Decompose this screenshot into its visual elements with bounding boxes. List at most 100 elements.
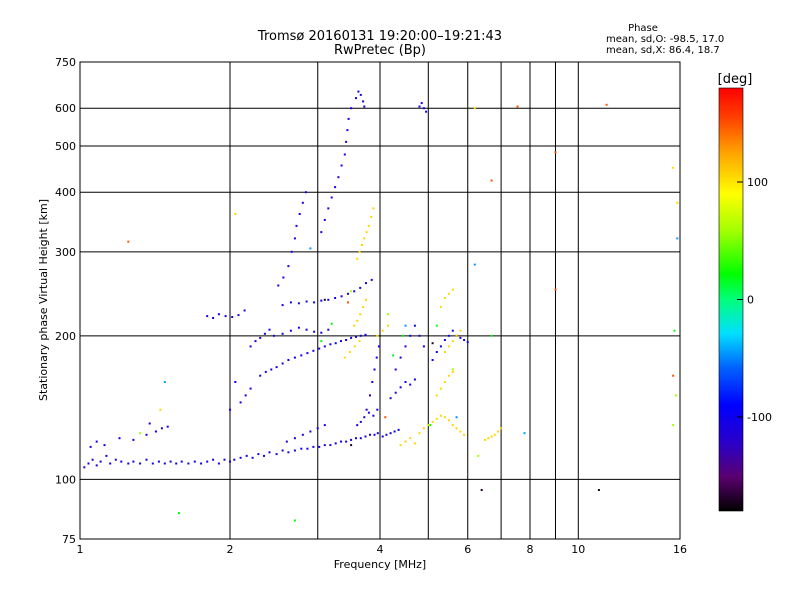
data-point-1-15 [427, 424, 430, 427]
y-tick-label-2: 200 [55, 330, 76, 343]
data-point-0-0 [83, 466, 86, 469]
data-point-0-2 [91, 458, 94, 461]
data-point-0-158 [418, 105, 421, 108]
data-point-0-68 [372, 414, 375, 417]
colorbar-ticks: 100 0 -100 [737, 176, 772, 424]
data-point-1-45 [343, 356, 346, 359]
data-point-0-89 [364, 333, 367, 336]
data-point-0-48 [300, 447, 303, 450]
data-point-0-66 [363, 416, 366, 419]
data-point-1-10 [359, 313, 362, 316]
data-point-0-177 [451, 329, 454, 332]
data-point-2-9 [673, 329, 676, 332]
data-point-0-141 [357, 90, 360, 93]
data-point-2-7 [435, 324, 438, 327]
data-point-0-110 [365, 282, 367, 285]
data-point-0-154 [409, 334, 412, 337]
data-point-0-175 [443, 339, 446, 341]
data-point-0-125 [298, 213, 301, 215]
data-point-0-183 [369, 394, 371, 397]
data-point-0-12 [145, 458, 148, 461]
data-point-0-131 [330, 196, 333, 199]
data-point-0-82 [329, 343, 332, 346]
data-point-0-9 [127, 462, 130, 465]
data-point-0-55 [340, 440, 342, 443]
data-point-0-22 [206, 460, 209, 463]
data-point-0-112 [206, 315, 209, 318]
data-point-1-7 [372, 207, 375, 210]
data-point-4-3 [490, 179, 493, 182]
data-point-0-119 [277, 284, 280, 287]
data-point-0-193 [323, 424, 326, 427]
data-point-0-167 [381, 435, 384, 438]
data-point-1-24 [463, 433, 466, 436]
x-tick-label-1: 2 [227, 543, 234, 556]
data-point-1-53 [404, 440, 407, 443]
data-point-0-45 [281, 449, 284, 452]
data-point-0-80 [318, 347, 321, 350]
y-tick-labels: 75 100 200 300 400 500 600 750 [55, 56, 76, 546]
data-point-0-137 [346, 129, 349, 132]
data-point-0-71 [264, 370, 267, 373]
data-point-0-116 [231, 316, 234, 318]
y-tick-label-6: 600 [55, 102, 76, 115]
x-tick-label-4: 8 [527, 543, 534, 556]
data-point-0-34 [160, 427, 163, 430]
x-axis-label: Frequency [MHz] [334, 558, 426, 571]
data-point-1-23 [459, 430, 462, 433]
y-axis-label: Stationary phase Virtual Height [km] [37, 199, 50, 401]
data-point-4-4 [516, 105, 519, 108]
data-point-0-162 [239, 401, 242, 404]
y-tick-label-1: 100 [55, 473, 76, 486]
y-tick-label-7: 750 [55, 56, 76, 69]
data-point-0-25 [223, 458, 226, 461]
data-point-0-134 [340, 164, 343, 167]
data-point-1-42 [443, 297, 446, 299]
stats-line-o: mean, sd,O: -98.5, 17.0 [606, 34, 724, 45]
x-tick-label-3: 6 [464, 543, 471, 556]
data-point-0-121 [287, 265, 290, 268]
data-point-0-161 [425, 110, 428, 113]
data-point-0-15 [163, 462, 166, 465]
data-point-1-18 [439, 414, 442, 417]
data-point-1-46 [348, 351, 351, 353]
data-point-0-142 [359, 93, 362, 96]
data-point-1-35 [451, 370, 454, 373]
data-point-0-171 [397, 428, 400, 431]
data-point-1-22 [455, 427, 458, 430]
data-point-1-40 [459, 329, 462, 332]
y-tick-label-5: 500 [55, 140, 76, 153]
data-point-6-4 [473, 263, 476, 266]
y-tick-label-3: 300 [55, 246, 76, 259]
data-point-0-174 [439, 345, 442, 348]
colorbar-tick-label-2: -100 [747, 411, 772, 424]
x-tick-labels: 1 2 4 6 8 10 16 [77, 543, 688, 556]
data-point-0-163 [244, 394, 247, 397]
data-point-6-1 [309, 247, 312, 250]
data-point-0-157 [422, 345, 425, 348]
data-point-4-1 [347, 301, 349, 304]
data-point-0-145 [389, 397, 392, 400]
data-point-0-170 [393, 430, 396, 433]
data-point-0-21 [200, 462, 203, 465]
data-point-0-100 [297, 302, 300, 305]
data-point-1-26 [487, 437, 490, 440]
data-point-0-140 [355, 97, 357, 100]
data-point-0-50 [312, 445, 315, 448]
data-point-0-70 [259, 374, 262, 377]
stats-heading: Phase [628, 23, 658, 34]
data-point-4-6 [554, 151, 557, 154]
data-point-0-111 [370, 278, 373, 281]
data-point-1-0 [356, 257, 359, 260]
data-point-0-156 [418, 334, 421, 337]
data-point-0-130 [327, 207, 330, 210]
data-point-0-57 [350, 438, 353, 441]
data-point-0-122 [290, 250, 293, 253]
data-point-0-190 [301, 433, 304, 436]
data-point-1-31 [435, 394, 438, 397]
data-point-2-2 [320, 340, 323, 343]
x-tick-label-2: 4 [377, 543, 384, 556]
data-point-0-188 [285, 440, 288, 443]
data-point-1-38 [451, 340, 454, 343]
